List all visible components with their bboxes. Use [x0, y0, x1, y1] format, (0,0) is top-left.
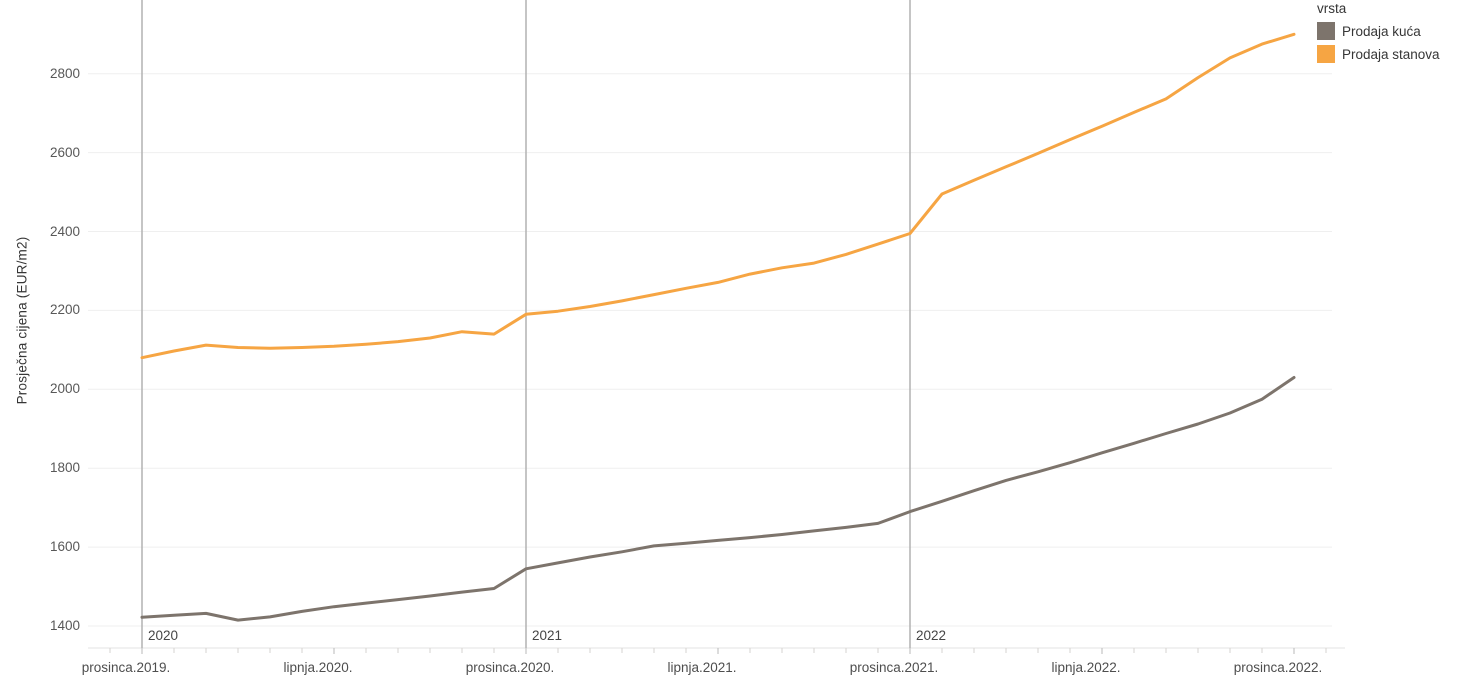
legend-title: vrsta [1317, 1, 1347, 16]
legend-label-stanova: Prodaja stanova [1342, 46, 1440, 62]
legend-swatch-stanova [1317, 45, 1335, 63]
x-tick-label: prosinca.2020. [465, 660, 555, 675]
y-axis-title: Prosječna cijena (EUR/m2) [14, 236, 30, 405]
legend-item-prodaja-stanova[interactable]: Prodaja stanova [1317, 45, 1467, 63]
legend: vrsta Prodaja kuća Prodaja stanova [1317, 1, 1467, 68]
x-tick-label: lipnja.2020. [283, 660, 353, 675]
year-annotation-label: 2021 [532, 628, 563, 643]
y-tick-label: 2400 [49, 223, 80, 239]
y-tick-label: 2200 [49, 302, 80, 318]
y-tick-label: 1800 [49, 460, 80, 476]
y-tick-label: 2600 [49, 144, 80, 160]
y-tick-label: 2800 [49, 65, 80, 81]
series-line-prodaja-kuca[interactable] [140, 376, 1296, 622]
series-line-prodaja-stanova[interactable] [140, 32, 1296, 360]
x-tick-label: lipnja.2021. [667, 660, 737, 675]
year-annotation-label: 2022 [916, 628, 947, 643]
legend-swatch-kuca [1317, 22, 1335, 40]
year-annotation-label: 2020 [148, 628, 179, 643]
legend-label-kuca: Prodaja kuća [1342, 23, 1421, 39]
x-tick-label: prosinca.2021. [849, 660, 939, 675]
x-tick-label: prosinca.2022. [1233, 660, 1323, 675]
x-tick-label: prosinca.2019. [81, 660, 171, 675]
y-tick-label: 1600 [49, 539, 80, 555]
y-tick-label: 1400 [49, 618, 80, 633]
legend-item-prodaja-kuca[interactable]: Prodaja kuća [1317, 22, 1467, 40]
x-tick-label: lipnja.2022. [1051, 660, 1121, 675]
y-tick-label: 2000 [49, 381, 80, 397]
